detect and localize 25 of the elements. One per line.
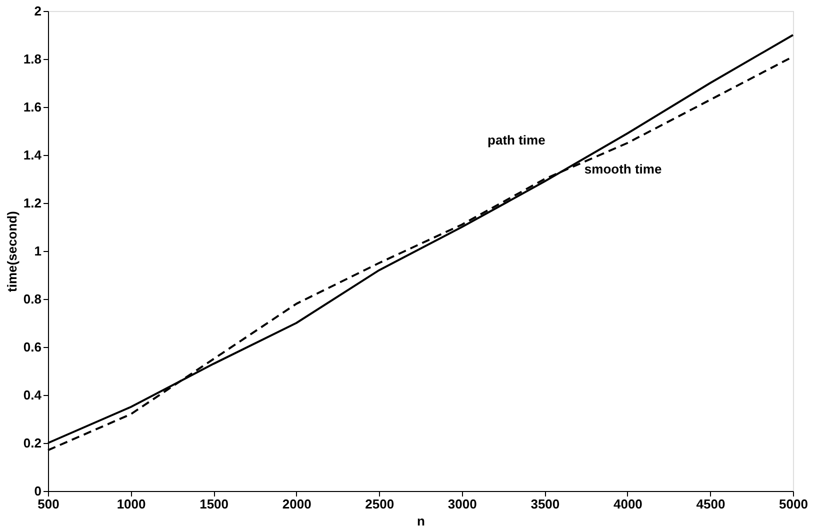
y-axis-title: time(second)	[4, 211, 20, 292]
annotation: path time	[488, 132, 546, 148]
x-tick-label: 500	[38, 496, 60, 512]
x-axis-title: n	[417, 514, 426, 528]
x-tick-label: 2500	[365, 496, 394, 512]
x-tick-label: 3500	[530, 496, 560, 512]
x-tick-label: 3000	[448, 496, 477, 512]
y-tick-label: 0.2	[23, 436, 42, 450]
y-tick-label: 0.4	[23, 388, 42, 402]
x-tick-label: 4500	[696, 496, 726, 512]
y-tick-label: 0	[34, 484, 42, 498]
x-tick-label: 5000	[779, 496, 808, 512]
y-tick-label: 0.6	[23, 340, 42, 354]
y-tick-label: 1.6	[23, 100, 42, 114]
y-tick-label: 1.4	[23, 148, 42, 162]
y-tick-label: 2	[34, 4, 42, 18]
y-tick-label: 1.8	[23, 52, 42, 66]
y-tick-label: 0.8	[23, 292, 42, 306]
annotation: smooth time	[584, 161, 662, 176]
x-tick-label: 1000	[116, 496, 146, 512]
x-tick-label: 2000	[282, 496, 312, 512]
y-tick-label: 1.2	[23, 196, 42, 210]
x-tick-label: 4000	[613, 496, 642, 512]
y-tick-label: 1	[34, 244, 42, 258]
x-tick-label: 1500	[200, 496, 229, 512]
